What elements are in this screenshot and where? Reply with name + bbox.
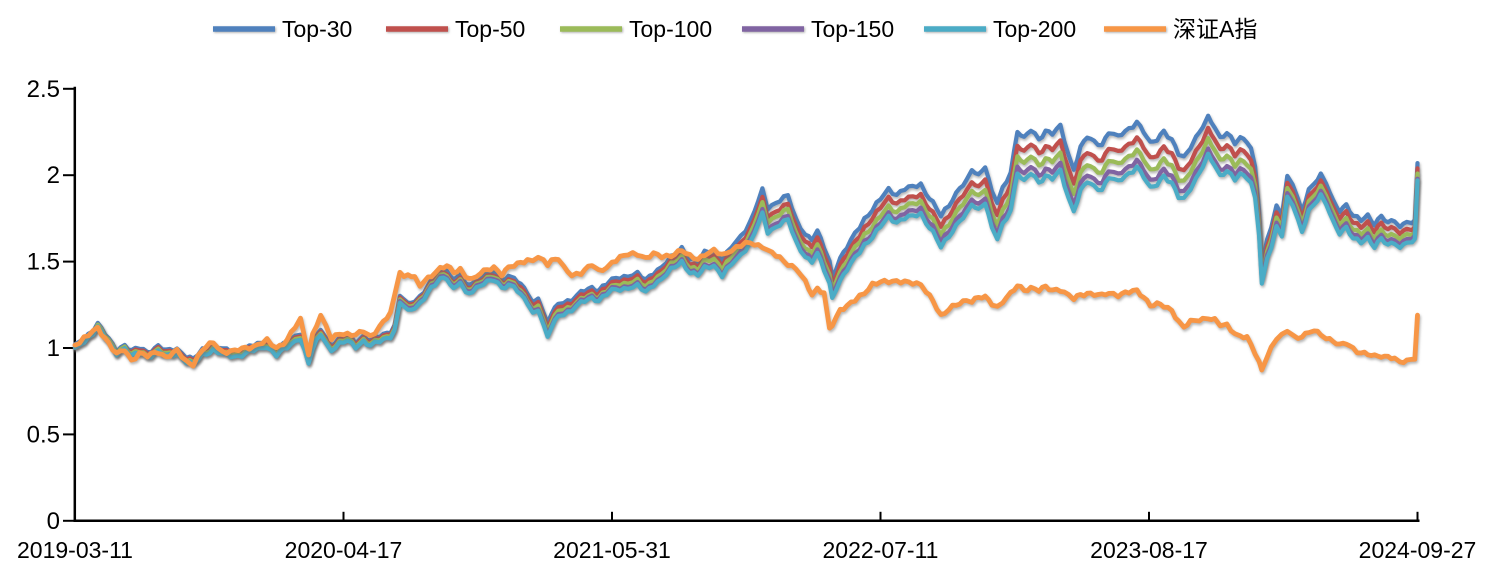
series-Top-150 xyxy=(72,146,1420,366)
legend-label-深证A指: 深证A指 xyxy=(1173,16,1257,42)
x-tick-label: 2019-03-11 xyxy=(17,537,133,563)
x-tick-label: 2022-07-11 xyxy=(823,537,939,563)
y-tick-label: 2 xyxy=(47,162,60,189)
legend-label-Top-150: Top-150 xyxy=(811,16,894,42)
y-tick-label: 1.5 xyxy=(27,249,60,276)
x-tick-label: 2023-08-17 xyxy=(1090,537,1208,563)
series-深证A指 xyxy=(72,239,1420,373)
legend-label-Top-200: Top-200 xyxy=(993,16,1076,42)
legend-label-Top-30: Top-30 xyxy=(282,16,352,42)
series-Top-200 xyxy=(72,151,1420,366)
legend-label-Top-50: Top-50 xyxy=(455,16,525,42)
legend-label-Top-100: Top-100 xyxy=(629,16,712,42)
y-tick-label: 1 xyxy=(47,335,60,362)
x-tick-label: 2020-04-17 xyxy=(285,537,403,563)
y-tick-label: 0 xyxy=(47,508,60,535)
x-tick-label: 2021-05-31 xyxy=(553,537,671,563)
y-tick-label: 2.5 xyxy=(27,76,60,103)
x-tick-label: 2024-09-27 xyxy=(1359,537,1477,563)
y-tick-label: 0.5 xyxy=(27,421,60,448)
